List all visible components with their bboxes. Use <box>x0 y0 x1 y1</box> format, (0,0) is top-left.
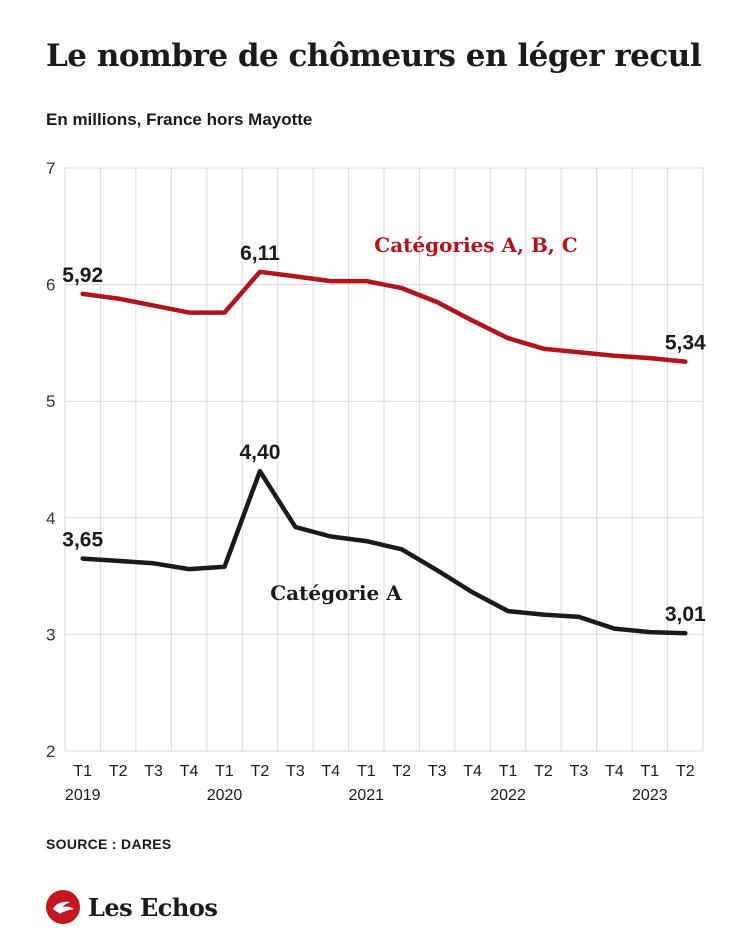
data-label: 3,65 <box>62 529 103 552</box>
axis-layer: 2 3 4 5 6 7 T1 T2 T3 T4 T1 T2 T3 T4 T1 T2 T3 T4 T1 T2 T3 T4 T1… <box>46 159 695 804</box>
x-tick-label: T3 <box>570 763 589 780</box>
label-layer: 5,92 6,11 5,34 3,65 4,40 3,01 Catégories A, B,… <box>62 233 706 626</box>
x-tick-label: T2 <box>534 763 553 780</box>
x-year-label: 2022 <box>490 787 526 804</box>
x-tick-label: T1 <box>357 763 376 780</box>
x-tick-label: T4 <box>180 763 199 780</box>
x-tick-label: T3 <box>428 763 447 780</box>
x-year-label: 2019 <box>65 787 101 804</box>
x-tick-label: T2 <box>392 763 411 780</box>
brand-name: Les Echos <box>88 892 218 922</box>
x-year-label: 2023 <box>632 787 668 804</box>
x-tick-label: T1 <box>215 763 234 780</box>
chart-title: Le nombre de chômeurs en léger recul <box>46 38 702 74</box>
x-tick-label: T1 <box>640 763 659 780</box>
grid-layer <box>64 167 704 752</box>
x-tick-label: T1 <box>73 763 92 780</box>
x-tick-label: T2 <box>676 763 695 780</box>
data-label: 5,34 <box>665 332 706 355</box>
x-year-label: 2021 <box>348 787 384 804</box>
y-tick-label: 3 <box>46 625 55 644</box>
x-tick-label: T4 <box>463 763 482 780</box>
x-tick-label: T1 <box>499 763 518 780</box>
data-label: 4,40 <box>240 441 281 464</box>
brand-logo: Les Echos <box>46 890 218 924</box>
x-tick-label: T2 <box>109 763 128 780</box>
series-line-a <box>80 468 688 636</box>
x-year-label: 2020 <box>207 787 243 804</box>
chart-subtitle: En millions, France hors Mayotte <box>46 110 313 129</box>
line-chart: 2 3 4 5 6 7 T1 T2 T3 T4 T1 T2 T3 T4 T1 T2 T3 T4 T1 T2 T3 T4 T1… <box>46 159 706 804</box>
y-tick-label: 2 <box>46 742 55 761</box>
x-tick-label: T4 <box>605 763 624 780</box>
x-tick-label: T2 <box>251 763 270 780</box>
series-name-abc: Catégories A, B, C <box>374 233 577 257</box>
data-label: 5,92 <box>62 264 103 287</box>
series-name-a: Catégorie A <box>270 581 402 605</box>
y-tick-label: 4 <box>46 509 55 528</box>
series-layer <box>80 269 688 636</box>
les-echos-bird-icon <box>46 890 80 924</box>
data-label: 3,01 <box>665 603 706 626</box>
y-tick-label: 6 <box>46 276 55 295</box>
series-line-abc <box>80 269 688 364</box>
x-tick-label: T4 <box>321 763 340 780</box>
source-note: SOURCE : DARES <box>46 836 172 852</box>
x-tick-label: T3 <box>286 763 305 780</box>
y-tick-label: 7 <box>46 159 55 178</box>
data-label: 6,11 <box>240 242 280 265</box>
x-tick-label: T3 <box>144 763 163 780</box>
y-tick-label: 5 <box>46 392 55 411</box>
